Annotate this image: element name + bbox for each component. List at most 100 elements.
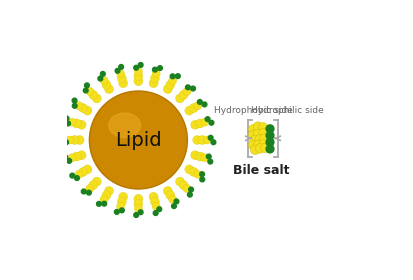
Circle shape: [100, 71, 105, 76]
Circle shape: [85, 185, 94, 193]
Circle shape: [258, 123, 267, 132]
Circle shape: [149, 79, 158, 88]
Circle shape: [253, 140, 262, 150]
Circle shape: [168, 76, 176, 85]
Circle shape: [150, 197, 159, 206]
Circle shape: [193, 102, 202, 110]
Circle shape: [98, 76, 102, 81]
Circle shape: [166, 191, 174, 200]
Circle shape: [199, 177, 204, 182]
Circle shape: [61, 136, 66, 140]
Circle shape: [200, 154, 208, 162]
Circle shape: [74, 176, 79, 180]
Circle shape: [85, 87, 94, 95]
Circle shape: [117, 74, 126, 83]
Circle shape: [149, 192, 158, 201]
Circle shape: [175, 177, 184, 186]
Circle shape: [104, 186, 113, 195]
Circle shape: [72, 103, 77, 108]
Circle shape: [70, 173, 74, 178]
Circle shape: [64, 116, 69, 121]
Circle shape: [200, 118, 208, 126]
Text: Bile salt: Bile salt: [233, 164, 289, 177]
Circle shape: [197, 136, 206, 144]
Circle shape: [100, 195, 108, 204]
Circle shape: [185, 85, 190, 90]
Circle shape: [163, 85, 172, 94]
Circle shape: [205, 117, 209, 122]
Circle shape: [115, 68, 120, 73]
Circle shape: [253, 122, 262, 131]
Circle shape: [170, 74, 175, 79]
Circle shape: [66, 158, 71, 163]
Circle shape: [78, 167, 88, 176]
Circle shape: [248, 140, 257, 150]
Text: Hydrophobic side: Hydrophobic side: [213, 106, 292, 115]
Circle shape: [92, 94, 101, 103]
Circle shape: [184, 106, 193, 115]
Circle shape: [190, 151, 199, 160]
Circle shape: [193, 170, 202, 178]
Circle shape: [208, 136, 213, 140]
Circle shape: [259, 134, 268, 143]
Circle shape: [253, 129, 262, 139]
Circle shape: [183, 185, 190, 193]
Circle shape: [72, 119, 81, 128]
Circle shape: [175, 74, 180, 78]
Circle shape: [119, 79, 127, 88]
Circle shape: [187, 192, 192, 197]
Circle shape: [250, 145, 259, 155]
Circle shape: [173, 199, 178, 204]
Circle shape: [179, 90, 188, 99]
Circle shape: [133, 72, 142, 81]
Circle shape: [206, 154, 211, 159]
Circle shape: [202, 136, 211, 144]
Circle shape: [72, 152, 81, 161]
Circle shape: [75, 102, 83, 110]
Circle shape: [75, 136, 84, 144]
Circle shape: [72, 98, 77, 103]
Circle shape: [157, 66, 162, 71]
Circle shape: [152, 70, 160, 78]
Circle shape: [249, 135, 259, 145]
Circle shape: [260, 143, 269, 153]
Circle shape: [83, 165, 92, 174]
Circle shape: [134, 205, 142, 213]
Circle shape: [77, 151, 86, 160]
Circle shape: [92, 177, 101, 186]
Circle shape: [89, 91, 187, 189]
Circle shape: [102, 80, 111, 89]
Circle shape: [133, 213, 138, 218]
Circle shape: [189, 104, 198, 113]
Text: Lipid: Lipid: [115, 130, 161, 150]
Circle shape: [102, 201, 106, 206]
Circle shape: [88, 181, 97, 190]
Circle shape: [150, 74, 159, 83]
Circle shape: [78, 104, 88, 113]
Circle shape: [102, 191, 111, 200]
Circle shape: [209, 120, 214, 125]
Circle shape: [171, 204, 176, 209]
Circle shape: [88, 90, 97, 99]
Circle shape: [119, 192, 127, 201]
Circle shape: [184, 165, 193, 174]
Circle shape: [258, 128, 268, 138]
Circle shape: [119, 65, 123, 69]
Circle shape: [117, 197, 126, 206]
Circle shape: [192, 136, 201, 144]
Circle shape: [152, 202, 160, 210]
Circle shape: [195, 119, 204, 128]
Circle shape: [66, 136, 74, 144]
Circle shape: [189, 167, 198, 176]
Circle shape: [190, 86, 195, 91]
Circle shape: [116, 202, 124, 210]
Circle shape: [254, 135, 264, 144]
Circle shape: [266, 138, 273, 146]
Circle shape: [197, 100, 202, 104]
Ellipse shape: [109, 113, 140, 137]
Circle shape: [63, 155, 68, 160]
Circle shape: [152, 67, 157, 72]
Circle shape: [133, 66, 138, 70]
Circle shape: [175, 94, 184, 103]
Circle shape: [248, 130, 257, 140]
